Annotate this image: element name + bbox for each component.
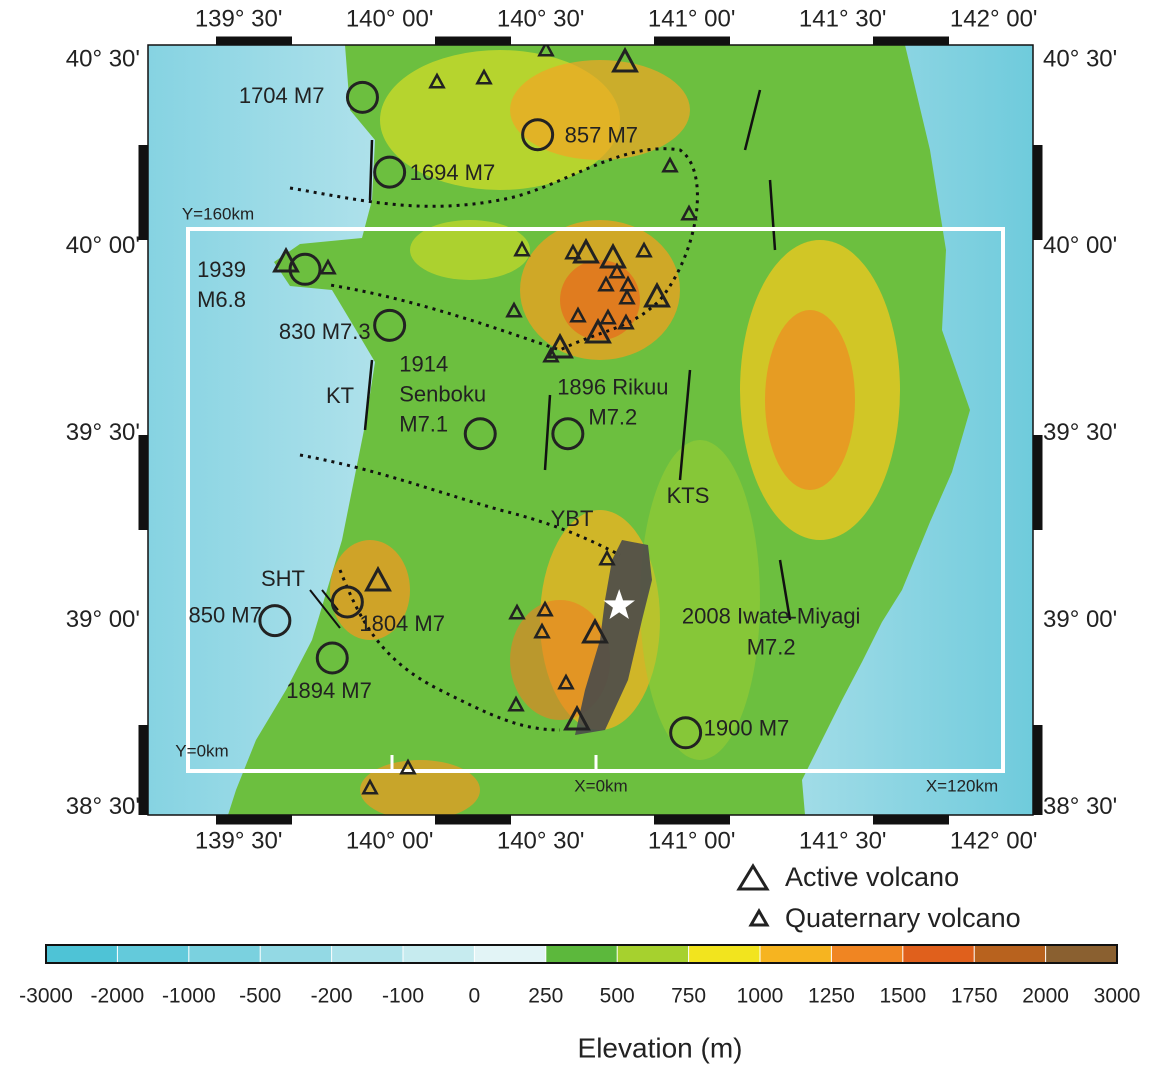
- lon-label-bottom: 142° 00': [950, 827, 1038, 854]
- legend-quaternary-symbol: [751, 911, 767, 925]
- mainshock-label: M7.2: [747, 634, 796, 659]
- page: { "map": { "lon_range": [139.2, 142.13],…: [0, 0, 1156, 1068]
- lon-label-bottom: 141° 30': [799, 827, 887, 854]
- colorbar-segment: [260, 945, 332, 963]
- earthquake-label: 1704 M7: [239, 83, 325, 108]
- colorbar-segment: [46, 945, 118, 963]
- colorbar-segment: [1046, 945, 1118, 963]
- colorbar-label: 0: [469, 985, 481, 1008]
- earthquake-label: 1694 M7: [410, 160, 496, 185]
- colorbar-label: -100: [382, 985, 424, 1008]
- lat-label-left: 40° 30': [66, 45, 140, 72]
- earthquake-label: 1939: [197, 257, 246, 282]
- colorbar-label: 2000: [1022, 985, 1069, 1008]
- lon-label-top: 142° 00': [950, 5, 1038, 32]
- colorbar-segment: [903, 945, 975, 963]
- earthquake-label: 1804 M7: [359, 611, 445, 636]
- legend-label: Active volcano: [785, 862, 959, 892]
- earthquake-label: 1896 Rikuu: [557, 375, 668, 400]
- annotation: Y=160km: [182, 204, 254, 223]
- lat-label-left: 40° 00': [66, 232, 140, 259]
- annotation: KT: [326, 383, 354, 408]
- colorbar-segment: [117, 945, 189, 963]
- lat-label-left: 38° 30': [66, 793, 140, 820]
- lon-label-top: 140° 30': [497, 5, 585, 32]
- lon-label-bottom: 140° 00': [346, 827, 434, 854]
- annotation: YBT: [551, 506, 594, 531]
- lat-label-right: 40° 30': [1043, 45, 1117, 72]
- colorbar-segment: [189, 945, 261, 963]
- map-area: [148, 43, 1033, 820]
- colorbar-label: -2000: [91, 985, 145, 1008]
- lon-label-bottom: 139° 30': [195, 827, 283, 854]
- figure: Active volcano Quaternary volcano Elevat…: [0, 0, 1156, 1068]
- colorbar-label: 250: [528, 985, 563, 1008]
- colorbar-title: Elevation (m): [578, 1032, 743, 1063]
- lon-label-bottom: 141° 00': [648, 827, 736, 854]
- legend: Active volcano Quaternary volcano: [739, 862, 1021, 933]
- colorbar-segment: [546, 945, 618, 963]
- earthquake-label: 850 M7: [188, 602, 261, 627]
- earthquake-label: 1914: [399, 352, 448, 377]
- mainshock-label: 2008 Iwate-Miyagi: [682, 603, 861, 628]
- lat-label-left: 39° 30': [66, 419, 140, 446]
- lon-label-top: 139° 30': [195, 5, 283, 32]
- colorbar-segment: [689, 945, 761, 963]
- annotation: X=120km: [926, 776, 998, 795]
- colorbar-segment: [403, 945, 475, 963]
- lat-label-right: 40° 00': [1043, 232, 1117, 259]
- colorbar-segment: [332, 945, 404, 963]
- earthquake-label: Senboku: [399, 382, 486, 407]
- colorbar-segment: [474, 945, 546, 963]
- colorbar-label: 750: [671, 985, 706, 1008]
- colorbar-label: 500: [600, 985, 635, 1008]
- colorbar-label: 1000: [737, 985, 784, 1008]
- annotation: Y=0km: [175, 741, 228, 760]
- earthquake-label: 1894 M7: [286, 678, 372, 703]
- lon-label-top: 141° 30': [799, 5, 887, 32]
- lat-label-left: 39° 00': [66, 606, 140, 633]
- legend-label: Quaternary volcano: [785, 903, 1021, 933]
- lat-label-right: 38° 30': [1043, 793, 1117, 820]
- earthquake-label: 857 M7: [565, 123, 638, 148]
- colorbar-label: 1500: [879, 985, 926, 1008]
- earthquake-label: M7.1: [399, 412, 448, 437]
- colorbar-segment: [617, 945, 689, 963]
- lat-label-right: 39° 30': [1043, 419, 1117, 446]
- legend-active-symbol: [739, 866, 767, 889]
- colorbar-label: 1750: [951, 985, 998, 1008]
- lon-label-top: 140° 00': [346, 5, 434, 32]
- lon-label-top: 141° 00': [648, 5, 736, 32]
- earthquake-label: 1900 M7: [704, 716, 790, 741]
- earthquake-label: M7.2: [588, 405, 637, 430]
- earthquake-label: M6.8: [197, 287, 246, 312]
- annotation: SHT: [261, 566, 305, 591]
- colorbar-label: 3000: [1094, 985, 1141, 1008]
- colorbar-label: -200: [311, 985, 353, 1008]
- lat-label-right: 39° 00': [1043, 606, 1117, 633]
- colorbar-segment: [831, 945, 903, 963]
- annotation: KTS: [667, 483, 710, 508]
- earthquake-label: 830 M7.3: [279, 319, 371, 344]
- lon-label-bottom: 140° 30': [497, 827, 585, 854]
- colorbar-segment: [974, 945, 1046, 963]
- colorbar-label: 1250: [808, 985, 855, 1008]
- colorbar-label: -1000: [162, 985, 216, 1008]
- colorbar-label: -3000: [19, 985, 73, 1008]
- colorbar-segment: [760, 945, 832, 963]
- colorbar-label: -500: [239, 985, 281, 1008]
- annotation: X=0km: [574, 776, 627, 795]
